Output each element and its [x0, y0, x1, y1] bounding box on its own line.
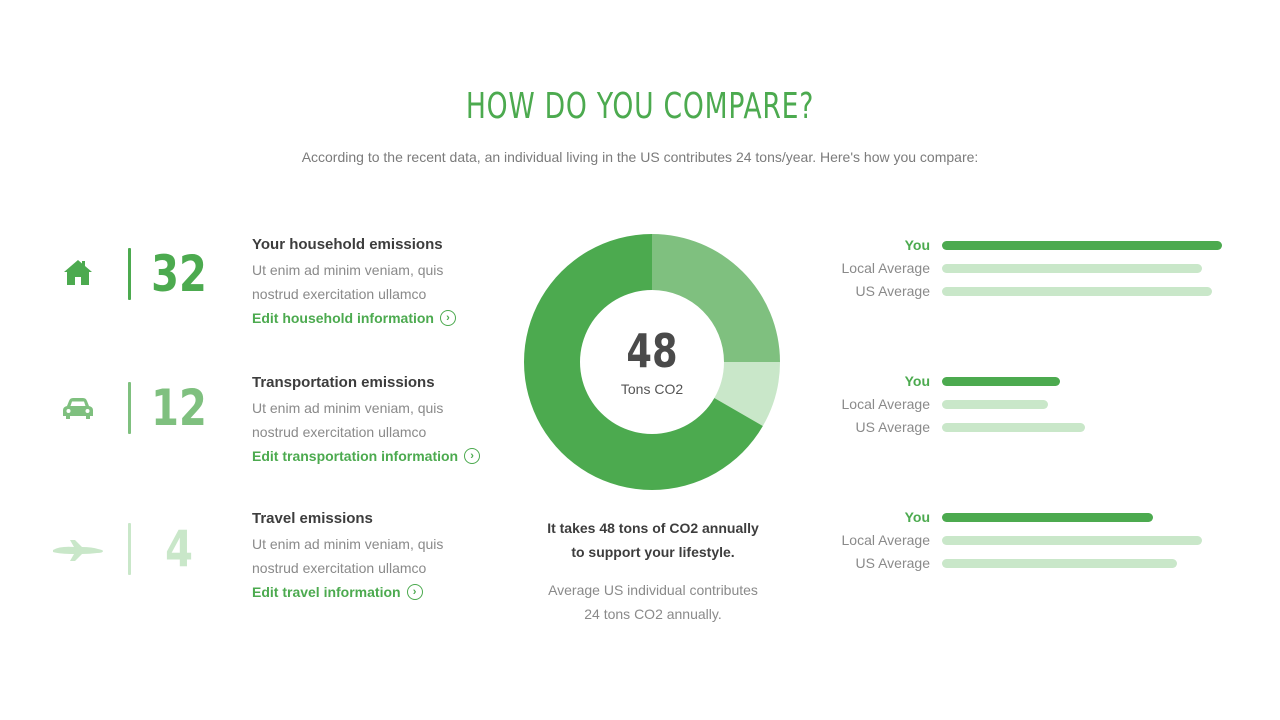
chevron-right-icon: ›	[464, 448, 481, 464]
comparison-row-you: You	[800, 508, 1240, 531]
edit-transportation-link[interactable]: Edit transportation information ›	[252, 448, 481, 464]
travel-description-line1: Ut enim ad minim veniam, quis	[252, 536, 444, 552]
bar-you	[942, 513, 1154, 522]
edit-household-link-label: Edit household information	[252, 310, 434, 326]
label-us-average: US Average	[855, 419, 930, 435]
bar-us-average	[942, 559, 1178, 568]
travel-value: 4	[165, 520, 193, 578]
bar-local-average	[942, 536, 1203, 545]
travel-heading: Travel emissions	[252, 510, 373, 527]
lifestyle-summary-line2: to support your lifestyle.	[571, 544, 735, 560]
label-you: You	[904, 509, 930, 525]
label-us-average: US Average	[855, 555, 930, 571]
edit-travel-link[interactable]: Edit travel information ›	[252, 584, 423, 600]
transportation-description-line1: Ut enim ad minim veniam, quis	[252, 400, 444, 416]
house-icon	[52, 252, 104, 292]
household-value: 32	[151, 245, 207, 303]
transportation-description: Ut enim ad minim veniam, quis nostrud ex…	[252, 396, 482, 444]
bar-local-average	[942, 400, 1049, 409]
donut-center: 48 Tons CO2	[524, 234, 780, 490]
label-local-average: Local Average	[841, 396, 930, 412]
edit-household-link[interactable]: Edit household information ›	[252, 310, 456, 326]
bar-us-average	[942, 423, 1085, 432]
comparison-row-you: You	[800, 236, 1240, 259]
comparison-row-us: US Average	[800, 418, 1240, 441]
transportation-value: 12	[151, 379, 207, 437]
chevron-right-icon: ›	[406, 584, 423, 600]
donut-slice-travel	[714, 362, 780, 426]
car-icon	[52, 388, 104, 428]
comparison-row-us: US Average	[800, 554, 1240, 577]
comparison-row-local: Local Average	[800, 395, 1240, 418]
page-subtitle: According to the recent data, an individ…	[301, 149, 979, 165]
comparison-row-local: Local Average	[800, 531, 1240, 554]
donut-total: 48	[626, 324, 678, 378]
travel-divider	[128, 523, 131, 575]
travel-row: 4 Travel emissions Ut enim ad minim veni…	[48, 510, 518, 620]
travel-comparison: You Local Average US Average	[800, 508, 1240, 578]
household-description-line1: Ut enim ad minim veniam, quis	[252, 262, 444, 278]
household-divider	[128, 248, 131, 300]
bar-you	[942, 241, 1222, 250]
donut-chart	[524, 234, 780, 490]
comparison-row-you: You	[800, 372, 1240, 395]
airplane-icon	[50, 528, 103, 568]
edit-transportation-link-label: Edit transportation information	[252, 448, 459, 464]
label-local-average: Local Average	[841, 532, 930, 548]
lifestyle-summary: It takes 48 tons of CO2 annually to supp…	[500, 516, 806, 564]
donut-slice-household	[524, 234, 763, 490]
comparison-row-local: Local Average	[800, 259, 1240, 282]
transportation-comparison: You Local Average US Average	[800, 372, 1240, 442]
lifestyle-summary-line1: It takes 48 tons of CO2 annually	[547, 520, 759, 536]
label-local-average: Local Average	[841, 260, 930, 276]
label-you: You	[904, 373, 930, 389]
household-description: Ut enim ad minim veniam, quis nostrud ex…	[252, 258, 482, 306]
transportation-divider	[128, 382, 131, 434]
donut-slice-transportation	[652, 234, 780, 362]
label-us-average: US Average	[855, 283, 930, 299]
transportation-heading: Transportation emissions	[252, 374, 435, 391]
bar-us-average	[942, 287, 1213, 296]
page-title: HOW DO YOU COMPARE?	[465, 86, 815, 127]
chevron-right-icon: ›	[440, 310, 456, 326]
emissions-donut: 48 Tons CO2	[524, 234, 780, 490]
household-row: 32 Your household emissions Ut enim ad m…	[48, 236, 518, 346]
label-you: You	[904, 237, 930, 253]
us-average-summary-line1: Average US individual contributes	[548, 582, 758, 598]
transportation-row: 12 Transportation emissions Ut enim ad m…	[48, 374, 518, 484]
bar-you	[942, 377, 1060, 386]
comparison-row-us: US Average	[800, 282, 1240, 305]
us-average-summary-line2: 24 tons CO2 annually.	[584, 606, 722, 622]
transportation-description-line2: nostrud exercitation ullamco	[252, 424, 427, 440]
bar-local-average	[942, 264, 1203, 273]
household-description-line2: nostrud exercitation ullamco	[252, 286, 427, 302]
edit-travel-link-label: Edit travel information	[252, 584, 401, 600]
donut-unit: Tons CO2	[620, 381, 684, 397]
household-heading: Your household emissions	[252, 236, 443, 253]
travel-description-line2: nostrud exercitation ullamco	[252, 560, 427, 576]
travel-description: Ut enim ad minim veniam, quis nostrud ex…	[252, 532, 482, 580]
household-comparison: You Local Average US Average	[800, 236, 1240, 306]
us-average-summary: Average US individual contributes 24 ton…	[500, 578, 806, 626]
